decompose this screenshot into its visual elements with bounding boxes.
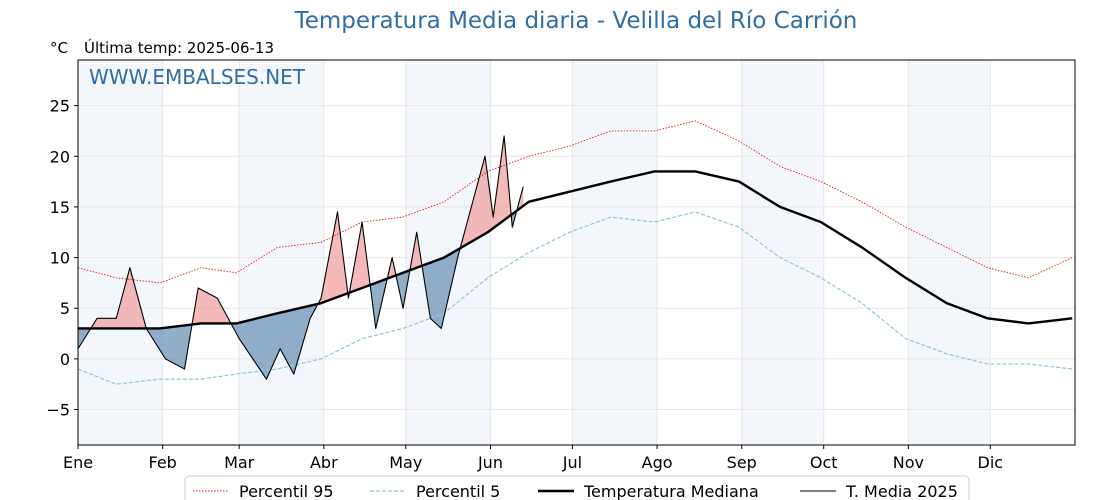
last-temp-label: Última temp: 2025-06-13 (84, 39, 275, 57)
x-tick-label-sep: Sep (727, 453, 757, 472)
x-tick-label-dic: Dic (978, 453, 1004, 472)
above-median-area (349, 222, 371, 293)
month-band-nov (908, 60, 991, 445)
below-median-area (78, 328, 91, 349)
series-line-thick-black (78, 170, 1073, 330)
above-median-area (460, 135, 512, 249)
y-tick-label: 20 (50, 147, 70, 166)
above-median-area (318, 211, 349, 304)
x-tick-label-oct: Oct (810, 453, 838, 472)
y-tick-label: 5 (60, 299, 70, 318)
chart-title: Temperatura Media diaria - Velilla del R… (294, 8, 858, 34)
x-tick-label-nov: Nov (893, 453, 924, 472)
legend-label: T. Media 2025 (845, 482, 958, 500)
legend-label: Percentil 95 (239, 482, 334, 500)
series-line-thin-black (77, 135, 524, 380)
series-line-dotted-red (77, 120, 1073, 284)
month-band-sep (741, 60, 824, 445)
legend-box (184, 475, 970, 500)
above-median-area (409, 232, 423, 271)
x-tick-label-ago: Ago (642, 453, 673, 472)
watermark: WWW.EMBALSES.NET (89, 65, 306, 89)
x-tick-label-abr: Abr (310, 453, 338, 472)
above-median-area (387, 257, 397, 279)
series-line-dashed-blue (77, 211, 1073, 385)
x-tick-label-jun: Jun (477, 453, 503, 472)
x-tick-label-ene: Ene (63, 453, 93, 472)
x-tick-label-jul: Jul (562, 453, 582, 472)
y-unit-label: °C (50, 39, 68, 57)
below-median-area (396, 270, 410, 309)
above-median-area (90, 267, 147, 329)
below-median-area (146, 324, 193, 370)
x-tick-label-mar: Mar (224, 453, 255, 472)
above-median-area (192, 287, 232, 325)
y-tick-label: 15 (50, 198, 70, 217)
x-tick-label-may: May (389, 453, 422, 472)
month-band-jul (572, 60, 658, 445)
legend: Percentil 95 Percentil 5 Temperatura Media… (184, 475, 970, 500)
below-median-area (422, 248, 461, 329)
x-tick-label-feb: Feb (149, 453, 177, 472)
legend-label: Percentil 5 (416, 482, 500, 500)
y-tick-label: 0 (60, 350, 70, 369)
below-median-area (231, 303, 319, 380)
month-band-ene (78, 60, 163, 445)
y-tick-label: −5 (46, 401, 70, 420)
month-band-mar (239, 60, 324, 445)
y-tick-label: 10 (50, 249, 70, 268)
y-tick-label: 25 (50, 97, 70, 116)
legend-label: Temperatura Mediana (583, 482, 759, 500)
